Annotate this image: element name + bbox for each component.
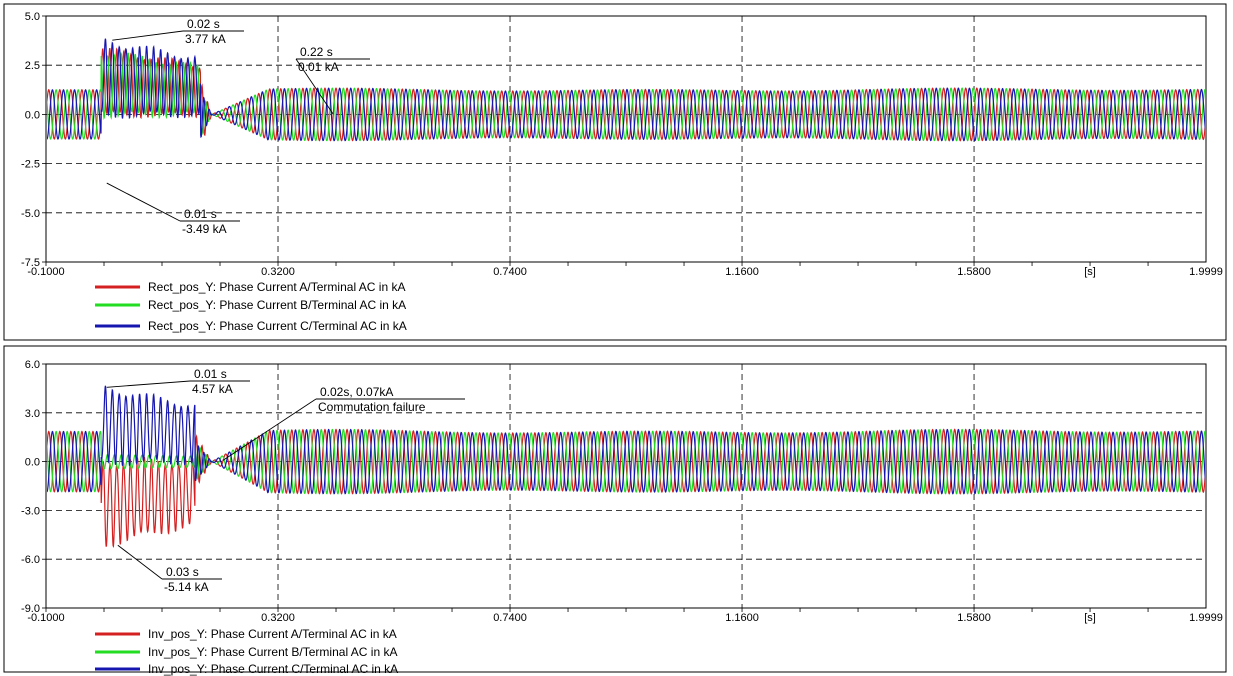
annotation-line2: 3.77 kA: [185, 32, 226, 46]
legend-entry: Inv_pos_Y: Phase Current B/Terminal AC i…: [148, 645, 397, 659]
x-tick-label: 1.9999: [1189, 612, 1223, 624]
legend-entry: Inv_pos_Y: Phase Current A/Terminal AC i…: [148, 627, 397, 641]
annotation-line2: -5.14 kA: [164, 580, 209, 594]
y-tick-label: 0.0: [25, 109, 40, 121]
series-line-1: [47, 47, 1205, 142]
y-tick-label: 5.0: [25, 11, 40, 23]
series-line-1: [47, 428, 1205, 549]
x-tick-label: 1.5800: [957, 612, 991, 624]
y-tick-label: -3.0: [21, 505, 40, 517]
x-tick-label: 1.1600: [725, 612, 759, 624]
annotation-leader: [295, 58, 334, 115]
annotation-line1: 0.22 s: [300, 45, 333, 59]
annotation-line1: 0.02 s: [187, 17, 220, 31]
series-line-2: [47, 428, 1205, 495]
legend-entry: Inv_pos_Y: Phase Current C/Terminal AC i…: [148, 662, 398, 676]
y-tick-label: 2.5: [25, 60, 40, 72]
y-tick-label: -2.5: [21, 159, 40, 171]
y-tick-label: 0.0: [25, 457, 40, 469]
y-tick-label: -9.0: [21, 603, 40, 615]
x-tick-label: -0.1000: [27, 612, 64, 624]
annotation-line1: 0.01 s: [194, 367, 227, 381]
x-tick-label: 1.9999: [1189, 266, 1223, 278]
annotation-line1: 0.02s, 0.07kA: [320, 385, 393, 399]
x-tick-label: 1.5800: [957, 266, 991, 278]
annotation-leader: [222, 398, 317, 461]
y-tick-label: 3.0: [25, 408, 40, 420]
annotation-line2: 0.01 kA: [298, 60, 339, 74]
x-tick-label: 0.3200: [261, 612, 295, 624]
y-tick-label: -7.5: [21, 257, 40, 269]
x-tick-label: 0.7400: [493, 612, 527, 624]
chart-panel-2: 6.0 3.0 0.0 -3.0 -6.0 -9.0-0.1000 0.3200 0.7400…: [3, 345, 1227, 676]
annotation-line2: Commutation failure: [318, 400, 426, 414]
y-tick-label: 6.0: [25, 359, 40, 371]
y-tick-label: -5.0: [21, 208, 40, 220]
legend-entry: Rect_pos_Y: Phase Current C/Terminal AC …: [148, 319, 407, 333]
chart-panel-1: 5.0 2.5 0.0 -2.5 -5.0 -7.5-0.1000 0.3200 0.7400…: [3, 3, 1227, 341]
series-line-3: [47, 385, 1205, 495]
annotation-line2: -3.49 kA: [182, 222, 227, 236]
annotation-leader: [112, 30, 184, 41]
annotation-leader: [106, 380, 191, 388]
legend-entry: Rect_pos_Y: Phase Current B/Terminal AC …: [148, 298, 406, 312]
annotation-leader: [117, 544, 163, 580]
x-tick-label: 0.3200: [261, 266, 295, 278]
x-unit-label: [s]: [1084, 612, 1096, 624]
series-line-3: [47, 38, 1205, 142]
y-tick-label: -6.0: [21, 554, 40, 566]
legend-entry: Rect_pos_Y: Phase Current A/Terminal AC …: [148, 280, 405, 294]
series-line-2: [47, 51, 1205, 142]
annotation-line2: 4.57 kA: [192, 382, 233, 396]
x-tick-label: 1.1600: [725, 266, 759, 278]
x-unit-label: [s]: [1084, 266, 1096, 278]
x-tick-label: -0.1000: [27, 266, 64, 278]
annotation-leader: [106, 182, 181, 222]
annotation-line1: 0.03 s: [166, 565, 199, 579]
x-tick-label: 0.7400: [493, 266, 527, 278]
annotation-line1: 0.01 s: [184, 207, 217, 221]
